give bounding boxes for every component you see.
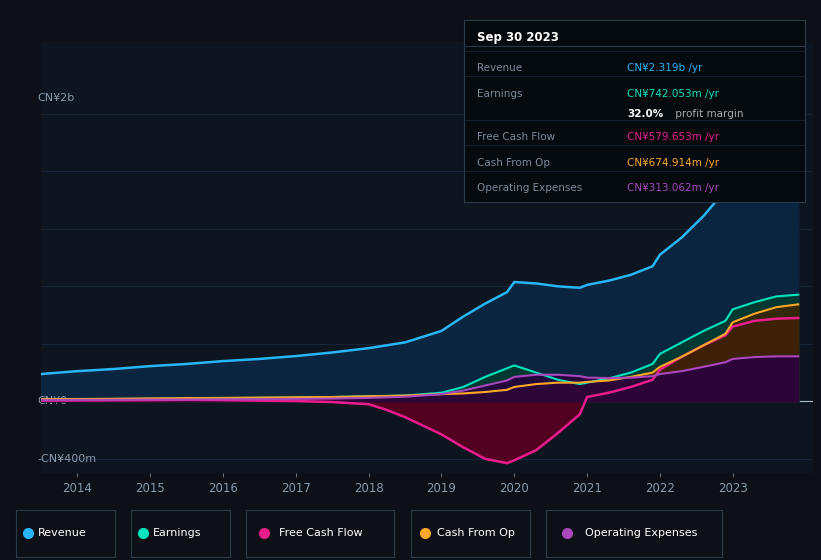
- Text: Operating Expenses: Operating Expenses: [478, 184, 583, 193]
- Text: CN¥579.653m /yr: CN¥579.653m /yr: [627, 132, 719, 142]
- Text: profit margin: profit margin: [672, 109, 743, 119]
- Text: Free Cash Flow: Free Cash Flow: [478, 132, 556, 142]
- Text: Revenue: Revenue: [478, 63, 523, 73]
- Text: CN¥313.062m /yr: CN¥313.062m /yr: [627, 184, 719, 193]
- Text: Earnings: Earnings: [153, 529, 201, 538]
- Text: CN¥0: CN¥0: [37, 396, 67, 407]
- Text: 32.0%: 32.0%: [627, 109, 663, 119]
- Text: CN¥674.914m /yr: CN¥674.914m /yr: [627, 158, 719, 168]
- Text: Cash From Op: Cash From Op: [437, 529, 515, 538]
- Text: CN¥2b: CN¥2b: [37, 93, 75, 103]
- Text: Sep 30 2023: Sep 30 2023: [478, 31, 559, 44]
- Text: Operating Expenses: Operating Expenses: [585, 529, 697, 538]
- Text: Earnings: Earnings: [478, 88, 523, 99]
- Text: Revenue: Revenue: [38, 529, 87, 538]
- Text: CN¥742.053m /yr: CN¥742.053m /yr: [627, 88, 719, 99]
- Text: -CN¥400m: -CN¥400m: [37, 454, 96, 464]
- Text: Free Cash Flow: Free Cash Flow: [279, 529, 362, 538]
- Text: CN¥2.319b /yr: CN¥2.319b /yr: [627, 63, 703, 73]
- Text: Cash From Op: Cash From Op: [478, 158, 551, 168]
